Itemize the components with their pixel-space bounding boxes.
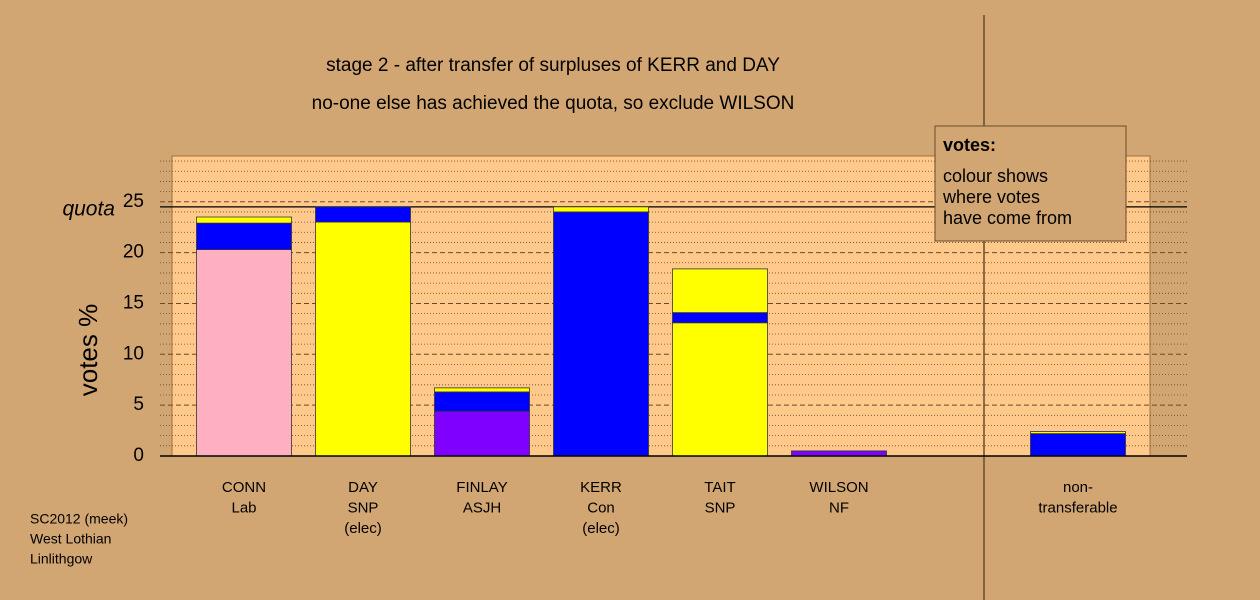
y-tick-label: 15: [123, 292, 144, 313]
bar-segment: [553, 211, 649, 457]
x-tick-label: SNP: [348, 499, 379, 516]
x-tick-label: SNP: [705, 499, 736, 516]
bar-segment: [196, 222, 292, 250]
y-tick-label: 25: [123, 191, 144, 212]
x-tick-label: DAY: [348, 479, 378, 496]
legend-text: have come from: [943, 208, 1072, 228]
x-tick-label: (elec): [582, 520, 620, 537]
y-tick-label: 0: [133, 445, 144, 466]
bar-segment: [196, 249, 292, 457]
x-tick-label: ASJH: [463, 499, 501, 516]
bar-segment: [1030, 433, 1126, 457]
y-tick-label: 20: [123, 242, 144, 263]
x-tick-label: WILSON: [809, 479, 868, 496]
y-tick-label: 5: [133, 394, 144, 415]
bars: [196, 206, 1126, 457]
x-tick-label: non-: [1063, 479, 1093, 496]
chart-title: stage 2 - after transfer of surpluses of…: [326, 55, 780, 76]
x-tick-label: transferable: [1038, 499, 1117, 516]
x-tick-label: FINLAY: [456, 479, 507, 496]
legend-title: votes:: [943, 135, 996, 155]
bar-segment: [196, 216, 292, 224]
bar-segment: [791, 450, 887, 457]
bar-segment: [672, 312, 768, 324]
footer-text: Linlithgow: [30, 551, 93, 567]
legend-box: [934, 125, 1127, 242]
chart-subtitle: no-one else has achieved the quota, so e…: [312, 93, 795, 114]
x-tick-label: (elec): [344, 520, 382, 537]
bar-segment: [672, 322, 768, 457]
quota-label: quota: [62, 197, 115, 220]
x-tick-label: TAIT: [704, 479, 735, 496]
x-tick-label: CONN: [222, 479, 266, 496]
legend-text: colour shows: [943, 166, 1048, 186]
footer-text: SC2012 (meek): [30, 511, 128, 527]
bar-segment: [672, 268, 768, 314]
x-tick-label: KERR: [580, 479, 622, 496]
bar-segment: [434, 387, 530, 393]
y-axis-label: votes %: [73, 304, 103, 397]
x-tick-label: NF: [829, 499, 849, 516]
legend-text: where votes: [942, 187, 1040, 207]
x-tick-label: Con: [587, 499, 615, 516]
bar-segment: [434, 410, 530, 457]
bar-segment: [553, 206, 649, 213]
bar-segment: [434, 391, 530, 412]
bar-segment: [1030, 431, 1126, 435]
bar-segment: [315, 206, 411, 223]
y-tick-label: 10: [123, 343, 144, 364]
labels: 0 5 10 15 20 25 quota CONN Lab DAY SNP (elec) FINLAY…: [62, 191, 1117, 537]
x-tick-label: Lab: [231, 499, 256, 516]
footer-text: West Lothian: [30, 531, 111, 547]
bar-segment: [315, 221, 411, 457]
